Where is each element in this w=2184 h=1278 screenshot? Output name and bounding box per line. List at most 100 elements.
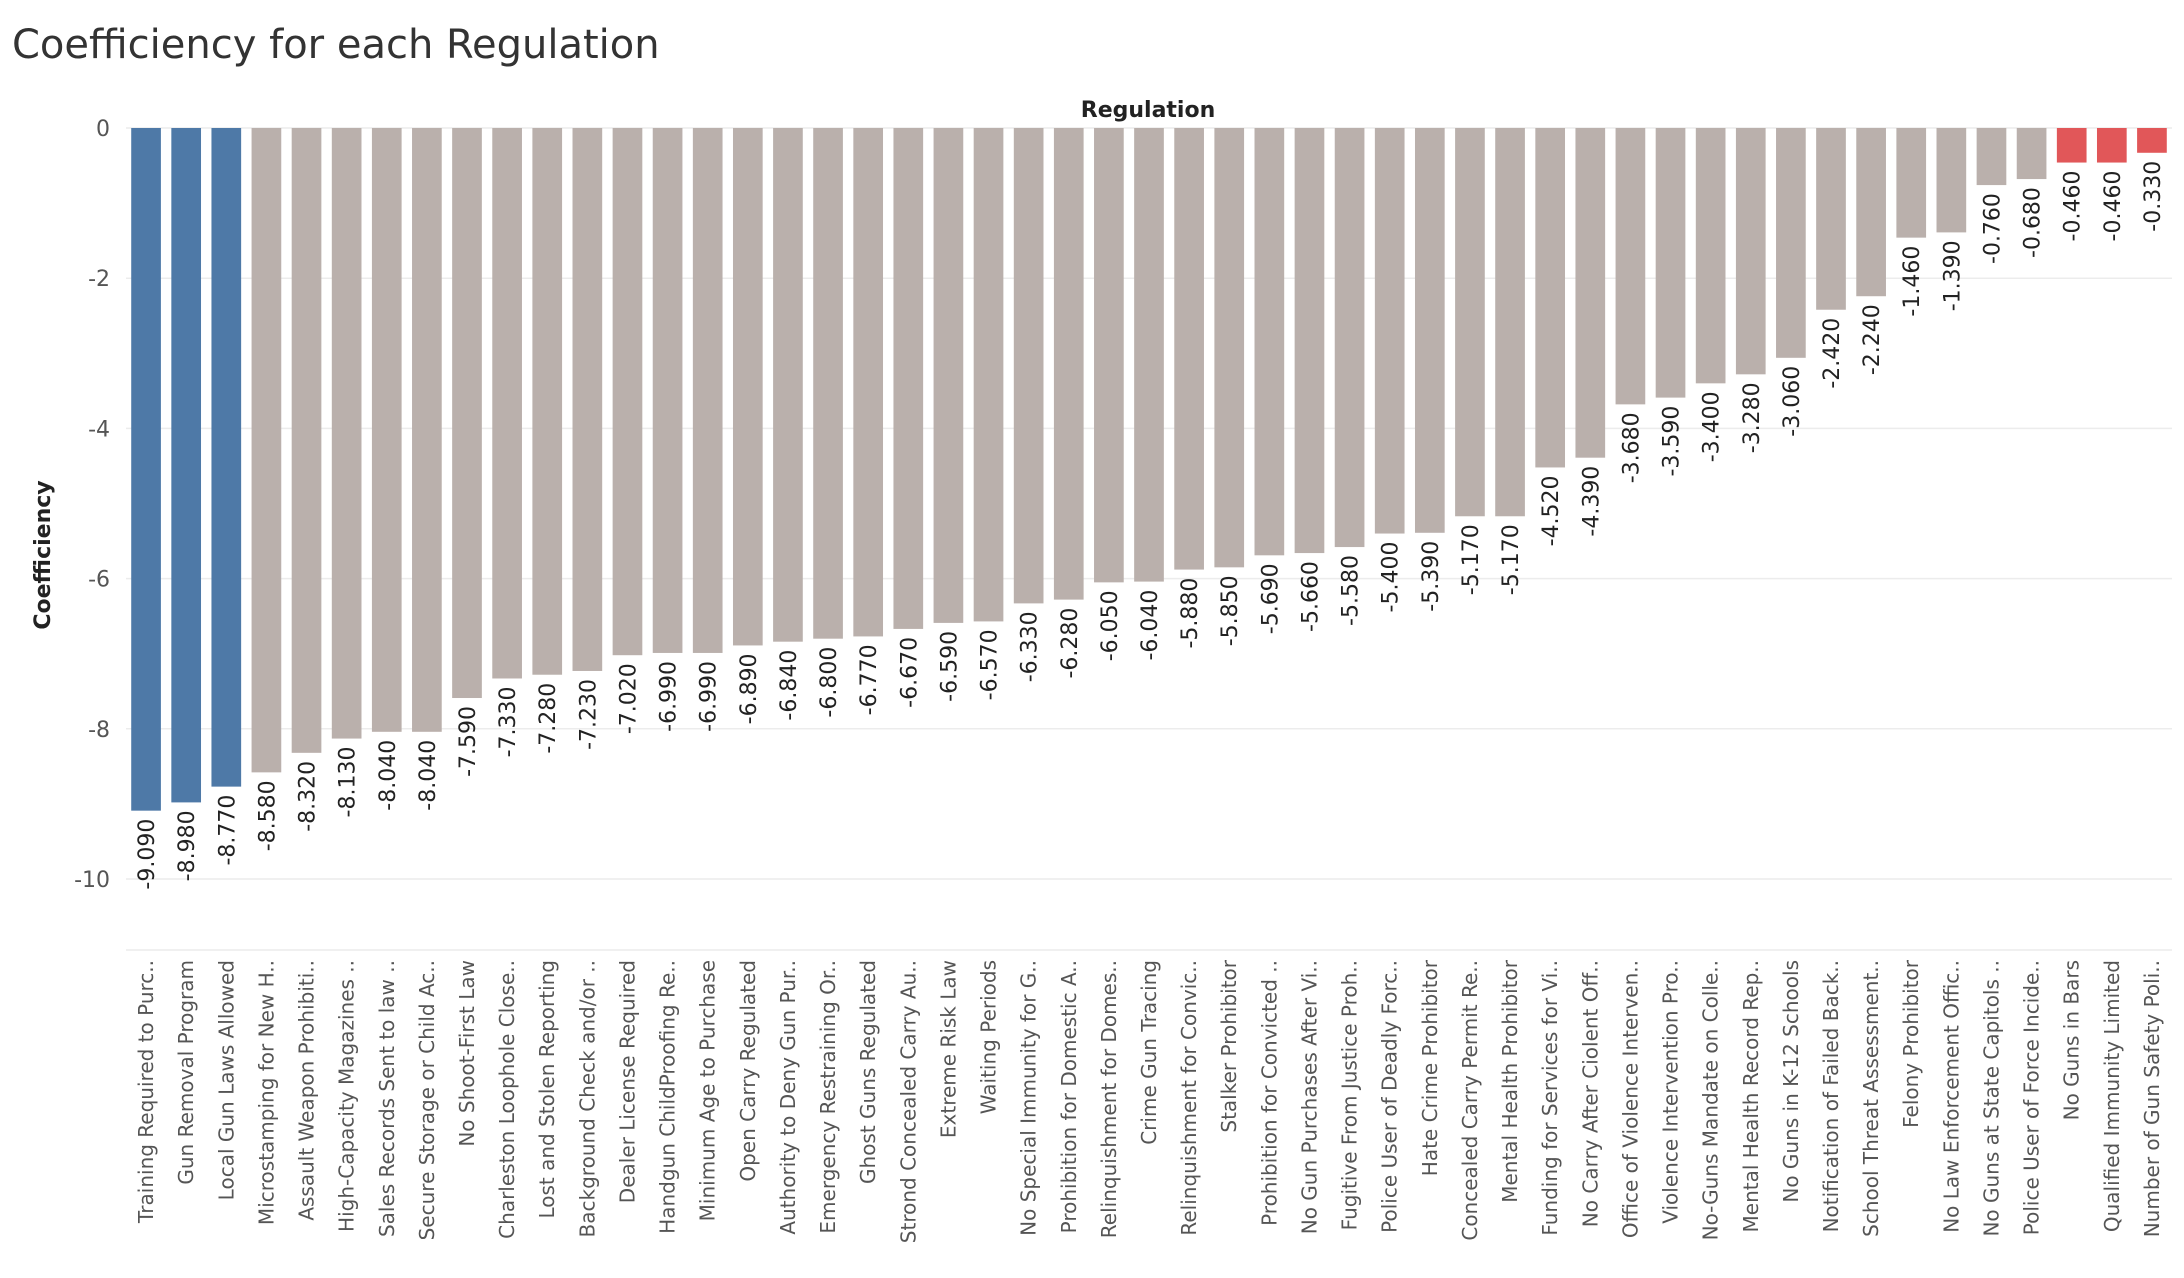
y-tick-label: 0 xyxy=(96,117,110,142)
bar xyxy=(853,128,884,637)
bar-value-label: -6.590 xyxy=(937,631,962,702)
category-label: Lost and Stolen Reporting xyxy=(535,960,559,1219)
bar-value-label: -3.590 xyxy=(1660,406,1685,477)
bar xyxy=(1776,128,1806,358)
category-label: Ghost Guns Regulated xyxy=(856,960,880,1184)
category-label: Relinquishment for Convic.. xyxy=(1177,960,1201,1236)
bar-value-label: -5.850 xyxy=(1218,575,1243,646)
bar-value-label: -7.020 xyxy=(616,663,641,734)
bars xyxy=(131,128,2167,811)
bar xyxy=(773,128,803,642)
bar xyxy=(732,128,763,646)
category-label: School Threat Assessment.. xyxy=(1859,960,1883,1237)
bar xyxy=(532,128,563,675)
value-labels: -9.090 -8.980 -8.770 -8.580 -8.320 -8.130 -8.0… xyxy=(135,161,2166,890)
bar-value-label: -8.980 xyxy=(175,810,200,881)
category-label: Open Carry Regulated xyxy=(736,960,760,1182)
bar xyxy=(1936,128,1967,233)
x-axis-title: Regulation xyxy=(1081,98,1216,123)
bar xyxy=(1214,128,1245,568)
category-label: No Guns in Bars xyxy=(2060,960,2084,1120)
category-label: Felony Prohibitor xyxy=(1899,959,1923,1128)
y-axis-ticks: 0 -2 -4 -6 -8 -10 xyxy=(74,117,110,893)
bar-value-label: -6.330 xyxy=(1018,611,1043,682)
category-label: Number of Gun Safety Poli.. xyxy=(2140,960,2164,1237)
category-label: Secure Storage or Child Ac.. xyxy=(415,960,439,1240)
category-label: Charleston Loophole Close.. xyxy=(495,960,519,1239)
bar-value-label: -8.770 xyxy=(215,795,240,866)
bar-value-label: -5.400 xyxy=(1379,542,1404,613)
category-label: Waiting Periods xyxy=(977,960,1001,1114)
bar-value-label: -5.660 xyxy=(1298,561,1323,632)
bar-value-label: -6.280 xyxy=(1058,608,1083,679)
bar-value-label: -3.680 xyxy=(1619,412,1644,483)
category-label: No Carry After Ciolent Off.. xyxy=(1578,960,1602,1227)
bar xyxy=(1535,128,1566,468)
category-label: Stalker Prohibitor xyxy=(1217,959,1241,1132)
category-label: High-Capacity Magazines .. xyxy=(335,960,359,1232)
bar xyxy=(251,128,282,773)
category-label: Mental Health Record Rep.. xyxy=(1739,960,1763,1232)
bar-value-label: -6.670 xyxy=(897,637,922,708)
bar-value-label: -1.460 xyxy=(1900,246,1925,317)
bar xyxy=(1695,128,1726,384)
category-label: Background Check and/or .. xyxy=(575,960,599,1237)
bar xyxy=(211,128,242,787)
bar xyxy=(1414,128,1445,533)
category-label: No Guns in K-12 Schools xyxy=(1779,960,1803,1203)
category-label: Police User of Deadly Forc.. xyxy=(1378,960,1402,1233)
bar-value-label: -0.680 xyxy=(2021,187,2046,258)
bar xyxy=(1254,128,1285,556)
bar xyxy=(973,128,1004,622)
bar-value-label: -5.580 xyxy=(1339,555,1364,626)
bar-value-label: -7.280 xyxy=(536,683,561,754)
bar-value-label: -5.880 xyxy=(1178,578,1203,649)
bar-value-label: -0.330 xyxy=(2141,161,2166,232)
bar-value-label: -6.990 xyxy=(657,661,682,732)
bar xyxy=(1575,128,1606,458)
category-label: Training Required to Purc.. xyxy=(134,960,158,1224)
bar xyxy=(1174,128,1204,570)
bar xyxy=(813,128,843,639)
category-label: Gun Removal Program xyxy=(174,960,198,1185)
bar-value-label: -6.770 xyxy=(857,644,882,715)
bar-value-label: -0.460 xyxy=(2101,171,2126,242)
bar xyxy=(612,128,643,656)
chart-title: Coefficiency for each Regulation xyxy=(12,22,660,68)
bar-value-label: -7.590 xyxy=(456,706,481,777)
bar-value-label: -8.130 xyxy=(336,747,361,818)
category-label: Notification of Failed Back.. xyxy=(1819,960,1843,1232)
category-label: Violence Intervention Pro.. xyxy=(1659,960,1683,1224)
bar xyxy=(2096,128,2127,163)
y-tick-label: -2 xyxy=(88,267,110,292)
bar xyxy=(131,128,161,811)
y-axis-title: Coefficiency xyxy=(31,480,56,629)
category-label: Handgun ChildProofing Re.. xyxy=(656,960,680,1234)
bar-value-label: -2.240 xyxy=(1860,304,1885,375)
bar-value-label: -6.890 xyxy=(737,653,762,724)
y-tick-label: -4 xyxy=(88,417,110,442)
bar-value-label: -8.320 xyxy=(296,761,321,832)
bar xyxy=(893,128,924,629)
bar-value-label: -3.400 xyxy=(1700,391,1725,462)
bar-value-label: -1.390 xyxy=(1940,240,1965,311)
bar xyxy=(492,128,522,679)
category-label: Crime Gun Tracing xyxy=(1137,960,1161,1145)
category-label: Emergency Restraining Or.. xyxy=(816,960,840,1234)
bar-value-label: -3.060 xyxy=(1780,366,1805,437)
bar-value-label: -3.280 xyxy=(1740,382,1765,453)
bar xyxy=(1655,128,1686,398)
category-label: Extreme Risk Law xyxy=(936,960,960,1138)
category-label: Prohibition for Convicted .. xyxy=(1257,960,1281,1226)
bar xyxy=(572,128,603,671)
category-label: Microstamping for New H.. xyxy=(254,960,278,1225)
category-label: No Special Immunity for G.. xyxy=(1017,960,1041,1236)
bar xyxy=(1053,128,1084,600)
bar xyxy=(1013,128,1044,604)
bar xyxy=(2056,128,2087,163)
bar xyxy=(933,128,964,623)
bar xyxy=(1334,128,1365,548)
bar xyxy=(1294,128,1325,554)
category-label: Strond Concealed Carry Au.. xyxy=(896,960,920,1243)
bar-value-label: -5.390 xyxy=(1419,541,1444,612)
